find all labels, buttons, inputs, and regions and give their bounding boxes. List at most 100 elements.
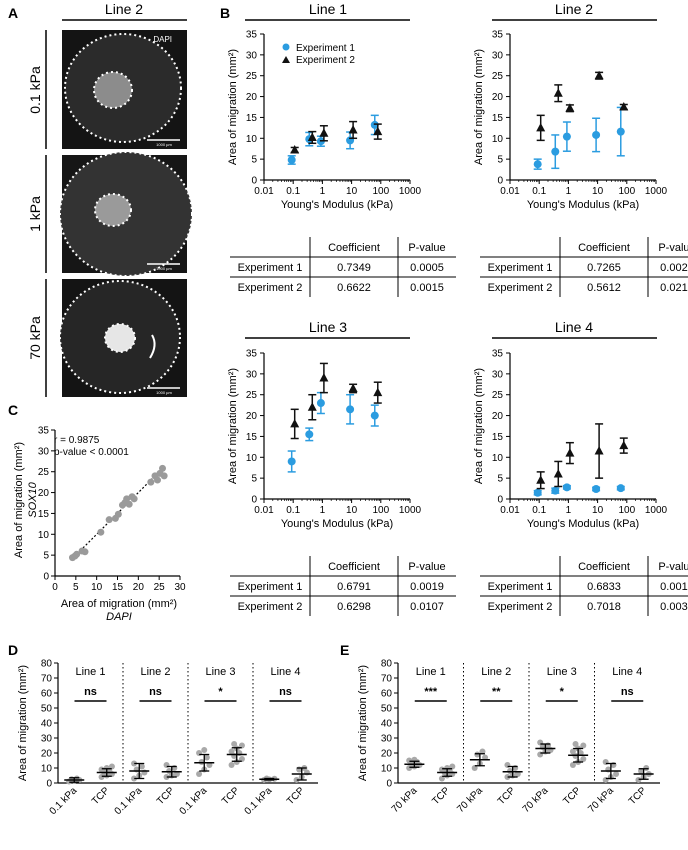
point-exp2 [619,102,629,111]
significance-label: ** [492,686,501,698]
y-tick-label: 25 [492,71,504,82]
point-exp2 [619,440,629,450]
y-tick-label: 5 [497,155,503,166]
data-dot [201,747,208,753]
x-tick-label: 1000 [645,505,668,516]
chart-line4: 0 5 10 15 20 25 30 35 0.01 0.1 1 10 100 1000 Young's M… [473,349,668,531]
point-exp1 [287,457,296,466]
data-dot [98,766,105,773]
y-tick-label: 30 [492,369,504,380]
tables-layer: Coefficient P-value Experiment 1 0.7349 0.00… [230,237,688,616]
data-dot [572,741,579,747]
data-dot [643,765,650,771]
y-tick-label: 80 [41,659,53,670]
data-dot [238,742,245,749]
y-tick-label: 25 [38,467,50,478]
table-cell: Experiment 2 [488,601,553,613]
data-dot [569,748,576,755]
significance-label: * [560,686,565,698]
scatter-xlabel-1: Area of migration (mm²) [61,598,177,610]
x-axis-label: Young's Modulus (kPa) [527,199,639,211]
y-tick-label: 15 [492,432,504,443]
y-tick-label: 60 [381,689,393,700]
y-tick-label: 25 [246,71,258,82]
x-tick-label: 10 [592,186,604,197]
data-dot [196,771,203,777]
data-dot [203,754,210,761]
point-exp1 [551,486,560,495]
group-line-label: Line 3 [206,666,236,678]
table-cell: 0.5612 [587,282,621,294]
point-exp1 [316,399,325,408]
y-tick-label: 50 [41,704,53,715]
y-tick-label: 0 [497,176,503,187]
y-tick-label: 20 [492,92,504,103]
scatter-point [159,464,166,472]
point-exp1 [305,430,314,439]
y-tick-label: 40 [41,719,53,730]
y-tick-label: 25 [246,390,258,401]
scatter-point [114,510,122,518]
x-tick-label: 100 [618,505,635,516]
data-dot [638,768,645,774]
chart-line3: 0 5 10 15 20 25 30 35 0.01 0.1 1 10 100 1000 Young's M… [227,349,422,531]
x-tick-label: 15 [112,582,124,593]
table-cell: 0.0210 [660,282,688,294]
x-tick-label: 0.01 [254,186,274,197]
y-tick-label: 25 [492,390,504,401]
y-tick-label: 10 [246,453,258,464]
table-cell: 0.0018 [660,581,688,593]
point-exp2 [553,468,563,478]
chart-line4-title: Line 4 [555,319,593,335]
table-cell: 0.0019 [410,581,444,593]
table-cell: P-value [408,561,445,573]
point-exp1 [533,488,542,497]
point-exp2 [594,70,604,80]
x-tick-label: 10 [346,186,358,197]
x-tick-label: 0.1 [286,186,300,197]
point-exp1 [370,120,379,129]
data-dot [479,748,486,755]
stats-table-4: Coefficient P-value Experiment 1 0.6833 0.00… [480,556,688,616]
scatter-point [73,550,81,558]
data-dot [228,762,235,768]
data-dot [449,763,456,770]
table-cell: 0.7349 [337,262,371,274]
y-axis-label: Area of migration (mm²) [473,368,485,484]
x-tick-label: 5 [73,582,79,593]
data-dot [131,760,138,767]
scatter-stat-r: r = 0.9875 [54,435,100,446]
point-exp2 [307,402,317,411]
group-x-label: 0.1 kPa [113,785,145,817]
point-exp2 [565,448,575,457]
group-x-label: TCP [220,785,242,807]
data-dot [108,763,115,770]
group-x-label: 70 kPa [455,785,485,815]
panel-a-row-label-3: 70 kPa [27,316,43,360]
micrograph-0.1kpa: DAPI 1000 µm [62,30,187,149]
point-exp1 [287,155,296,164]
table-cell: Coefficient [578,561,630,573]
significance-label: ns [84,686,97,698]
point-exp2 [594,446,604,455]
chart-line1-title: Line 1 [309,1,347,17]
y-tick-label: 0 [43,572,49,583]
table-cell: Experiment 1 [238,262,303,274]
table-cell: 0.6298 [337,601,371,613]
table-cell: 0.0015 [410,282,444,294]
x-tick-label: 30 [174,582,186,593]
panel-letter-b: B [220,5,230,21]
data-dot [406,765,413,771]
y-tick-label: 50 [381,704,393,715]
point-exp1 [616,127,625,136]
x-tick-label: 10 [592,505,604,516]
y-tick-label: 30 [41,734,53,745]
group-x-label: TCP [430,785,452,807]
data-dot [233,759,240,765]
panel-letter-d: D [8,642,18,658]
x-tick-label: 1 [320,186,326,197]
y-tick-label: 10 [381,764,393,775]
point-exp1 [346,405,355,414]
group-x-label: 0.1 kPa [178,785,210,817]
group-line-label: Line 4 [612,666,642,678]
